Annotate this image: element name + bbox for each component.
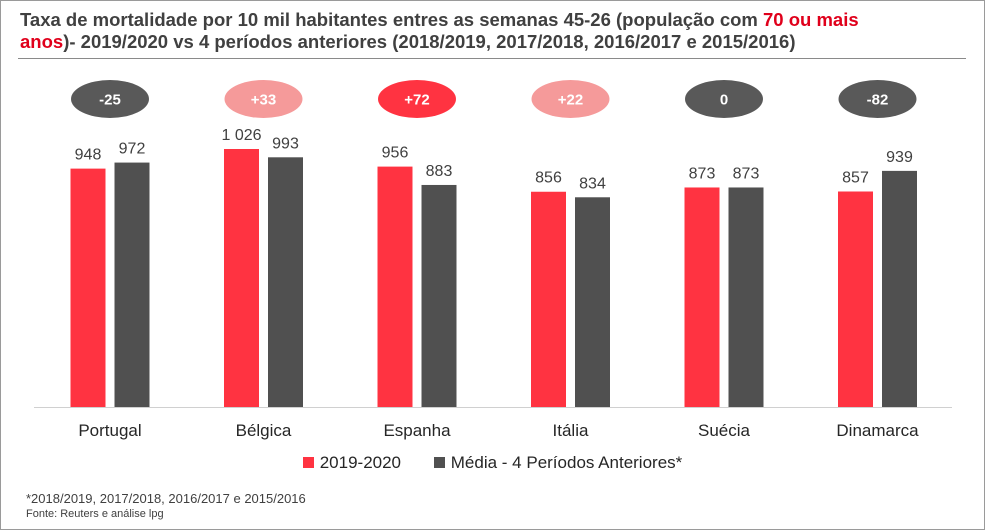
chart-legend: 2019-2020 Média - 4 Períodos Anteriores* xyxy=(0,452,985,473)
legend-item-series-1: 2019-2020 xyxy=(302,452,402,473)
difference-label-4: 0 xyxy=(720,92,728,109)
difference-label-3: +22 xyxy=(558,92,583,109)
data-label-series-1-5: 857 xyxy=(842,169,869,186)
category-label-4: Suécia xyxy=(698,421,751,440)
category-label-0: Portugal xyxy=(78,421,141,440)
difference-badge-0 xyxy=(71,80,149,118)
title-highlight-age: 70 ou mais xyxy=(763,9,859,30)
footnote-periods: *2018/2019, 2017/2018, 2016/2017 e 2015/… xyxy=(26,491,306,506)
bar-series-1-4 xyxy=(684,187,720,407)
bar-series-1-1 xyxy=(224,149,259,407)
data-label-series-2-4: 873 xyxy=(733,165,760,182)
data-label-series-1-1: 1 026 xyxy=(221,127,261,144)
category-label-3: Itália xyxy=(553,421,589,440)
bar-series-2-5 xyxy=(882,170,917,407)
data-label-series-1-3: 856 xyxy=(535,170,562,187)
category-label-2: Espanha xyxy=(383,421,451,440)
difference-badge-4 xyxy=(685,80,763,118)
bar-series-2-3 xyxy=(575,197,610,407)
footnote-source: Fonte: Reuters e análise lpg xyxy=(26,508,164,520)
difference-badge-1 xyxy=(224,80,303,118)
title-highlight-anos: anos xyxy=(20,31,64,52)
legend-swatch-series-2 xyxy=(433,456,445,468)
data-label-series-2-3: 834 xyxy=(579,175,606,192)
bar-series-1-5 xyxy=(838,191,873,407)
legend-label-series-2: Média - 4 Períodos Anteriores* xyxy=(450,452,683,472)
title-divider xyxy=(18,58,966,59)
data-label-series-2-5: 939 xyxy=(886,149,913,166)
data-label-series-2-0: 972 xyxy=(119,141,146,158)
bar-series-1-0 xyxy=(70,168,106,407)
legend-item-series-2: Média - 4 Períodos Anteriores* xyxy=(433,452,683,473)
data-label-series-1-4: 873 xyxy=(689,165,716,182)
title-part2: )- 2019/2020 vs 4 períodos anteriores (2… xyxy=(63,31,796,52)
data-label-series-1-2: 956 xyxy=(382,145,409,162)
legend-label-series-1: 2019-2020 xyxy=(319,452,402,472)
footnotes: *2018/2019, 2017/2018, 2016/2017 e 2015/… xyxy=(26,490,306,522)
difference-label-1: +33 xyxy=(251,92,276,109)
bar-series-2-1 xyxy=(268,157,303,407)
data-label-series-2-1: 993 xyxy=(272,135,299,152)
difference-label-5: -82 xyxy=(867,92,889,109)
data-label-series-2-2: 883 xyxy=(426,163,453,180)
bar-series-2-4 xyxy=(728,187,764,407)
chart-title: Taxa de mortalidade por 10 mil habitante… xyxy=(20,9,965,53)
legend-swatch-series-1 xyxy=(302,456,314,468)
difference-label-0: -25 xyxy=(99,92,121,109)
difference-badge-5 xyxy=(838,80,917,118)
category-label-5: Dinamarca xyxy=(836,421,919,440)
bar-series-2-2 xyxy=(421,184,457,407)
difference-badge-3 xyxy=(531,80,610,118)
data-label-series-1-0: 948 xyxy=(75,147,102,164)
difference-badge-2 xyxy=(378,80,456,118)
title-part1: Taxa de mortalidade por 10 mil habitante… xyxy=(20,9,764,30)
bar-series-1-3 xyxy=(531,191,566,407)
difference-label-2: +72 xyxy=(404,92,429,109)
category-label-1: Bélgica xyxy=(236,421,292,440)
bar-series-2-0 xyxy=(114,162,150,407)
bar-series-1-2 xyxy=(377,166,413,407)
